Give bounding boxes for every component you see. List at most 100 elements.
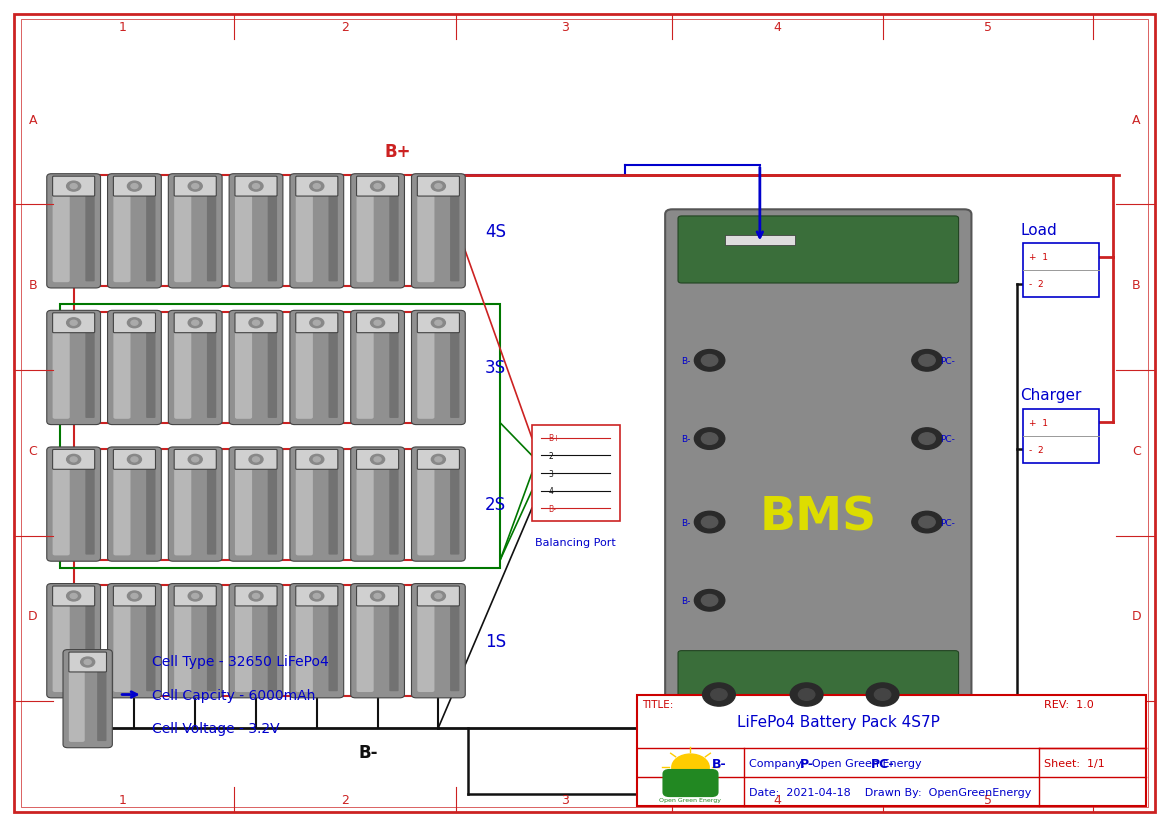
FancyBboxPatch shape <box>69 656 84 742</box>
Text: 5: 5 <box>984 21 991 34</box>
FancyBboxPatch shape <box>235 317 253 419</box>
Circle shape <box>912 512 942 533</box>
Text: B+: B+ <box>548 434 560 442</box>
Circle shape <box>70 594 77 599</box>
FancyBboxPatch shape <box>47 311 101 425</box>
Circle shape <box>313 594 320 599</box>
Bar <box>725 236 795 246</box>
FancyBboxPatch shape <box>235 450 277 470</box>
Text: Cell Capcity - 6000mAh: Cell Capcity - 6000mAh <box>152 688 316 701</box>
Circle shape <box>131 594 138 599</box>
FancyBboxPatch shape <box>53 177 95 197</box>
Circle shape <box>253 184 260 189</box>
Circle shape <box>431 318 445 328</box>
Text: 4: 4 <box>774 793 781 806</box>
Circle shape <box>431 182 445 192</box>
FancyBboxPatch shape <box>235 177 277 197</box>
FancyBboxPatch shape <box>417 586 459 606</box>
FancyBboxPatch shape <box>417 450 459 470</box>
Text: PC-: PC- <box>871 757 894 770</box>
FancyBboxPatch shape <box>450 454 459 555</box>
Circle shape <box>249 318 263 328</box>
Text: Balancing Port: Balancing Port <box>535 538 616 547</box>
FancyBboxPatch shape <box>296 590 313 692</box>
Text: PC-: PC- <box>940 356 955 366</box>
Circle shape <box>249 455 263 465</box>
FancyBboxPatch shape <box>328 181 338 282</box>
FancyBboxPatch shape <box>63 650 112 748</box>
Text: Cell Type - 32650 LiFePo4: Cell Type - 32650 LiFePo4 <box>152 655 328 668</box>
FancyBboxPatch shape <box>290 311 344 425</box>
FancyBboxPatch shape <box>53 453 70 556</box>
FancyBboxPatch shape <box>268 590 277 691</box>
FancyBboxPatch shape <box>296 180 313 283</box>
FancyBboxPatch shape <box>411 584 465 698</box>
Circle shape <box>371 455 385 465</box>
Text: -  2: - 2 <box>1029 445 1044 454</box>
Circle shape <box>431 455 445 465</box>
Circle shape <box>310 318 324 328</box>
FancyBboxPatch shape <box>85 318 95 418</box>
Bar <box>60 304 500 568</box>
Text: B-: B- <box>682 434 691 443</box>
Text: 1S: 1S <box>485 632 506 650</box>
Circle shape <box>127 318 141 328</box>
Circle shape <box>435 594 442 599</box>
FancyBboxPatch shape <box>146 590 155 691</box>
Text: A: A <box>1132 113 1141 127</box>
FancyBboxPatch shape <box>417 313 459 333</box>
FancyBboxPatch shape <box>113 177 155 197</box>
FancyBboxPatch shape <box>235 453 253 556</box>
FancyBboxPatch shape <box>268 454 277 555</box>
FancyBboxPatch shape <box>207 318 216 418</box>
Text: 4: 4 <box>774 21 781 34</box>
FancyBboxPatch shape <box>174 586 216 606</box>
Circle shape <box>67 318 81 328</box>
Text: -  2: - 2 <box>1029 280 1044 289</box>
FancyBboxPatch shape <box>229 584 283 698</box>
Circle shape <box>435 457 442 462</box>
Circle shape <box>694 590 725 611</box>
FancyBboxPatch shape <box>296 450 338 470</box>
FancyBboxPatch shape <box>296 317 313 419</box>
Text: Company:  Open Green Energy: Company: Open Green Energy <box>748 758 921 767</box>
Circle shape <box>131 457 138 462</box>
Circle shape <box>701 433 718 445</box>
Text: P-: P- <box>800 757 814 770</box>
Text: TITLE:: TITLE: <box>642 699 673 709</box>
Text: PC-: PC- <box>940 518 955 527</box>
FancyBboxPatch shape <box>113 180 131 283</box>
FancyBboxPatch shape <box>328 318 338 418</box>
FancyBboxPatch shape <box>296 586 338 606</box>
Text: C: C <box>1132 444 1141 457</box>
Circle shape <box>374 184 381 189</box>
Circle shape <box>67 591 81 601</box>
Circle shape <box>192 457 199 462</box>
Circle shape <box>694 428 725 450</box>
Text: B-: B- <box>712 757 726 770</box>
FancyBboxPatch shape <box>389 454 399 555</box>
Text: B+: B+ <box>385 143 410 161</box>
FancyBboxPatch shape <box>290 584 344 698</box>
FancyBboxPatch shape <box>450 318 459 418</box>
FancyBboxPatch shape <box>268 318 277 418</box>
FancyBboxPatch shape <box>97 657 106 741</box>
Circle shape <box>253 594 260 599</box>
Circle shape <box>912 350 942 371</box>
Circle shape <box>435 321 442 326</box>
FancyBboxPatch shape <box>389 318 399 418</box>
Text: B: B <box>1132 279 1141 292</box>
FancyBboxPatch shape <box>168 447 222 562</box>
FancyBboxPatch shape <box>235 313 277 333</box>
FancyBboxPatch shape <box>411 447 465 562</box>
FancyBboxPatch shape <box>450 181 459 282</box>
Bar <box>1023 244 1099 298</box>
FancyBboxPatch shape <box>296 453 313 556</box>
Circle shape <box>672 754 710 781</box>
Text: +  1: + 1 <box>1029 418 1047 428</box>
FancyBboxPatch shape <box>174 313 216 333</box>
Circle shape <box>798 689 815 700</box>
FancyBboxPatch shape <box>351 174 404 289</box>
Circle shape <box>81 657 95 667</box>
FancyBboxPatch shape <box>357 177 399 197</box>
